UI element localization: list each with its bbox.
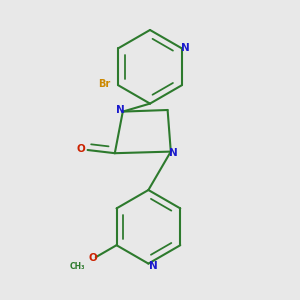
Text: O: O [76, 144, 85, 154]
Text: N: N [116, 105, 124, 115]
Text: N: N [169, 148, 178, 158]
Text: CH₃: CH₃ [70, 262, 85, 271]
Text: Br: Br [99, 79, 111, 88]
Text: O: O [89, 253, 98, 263]
Text: N: N [149, 261, 158, 271]
Text: N: N [181, 43, 190, 53]
